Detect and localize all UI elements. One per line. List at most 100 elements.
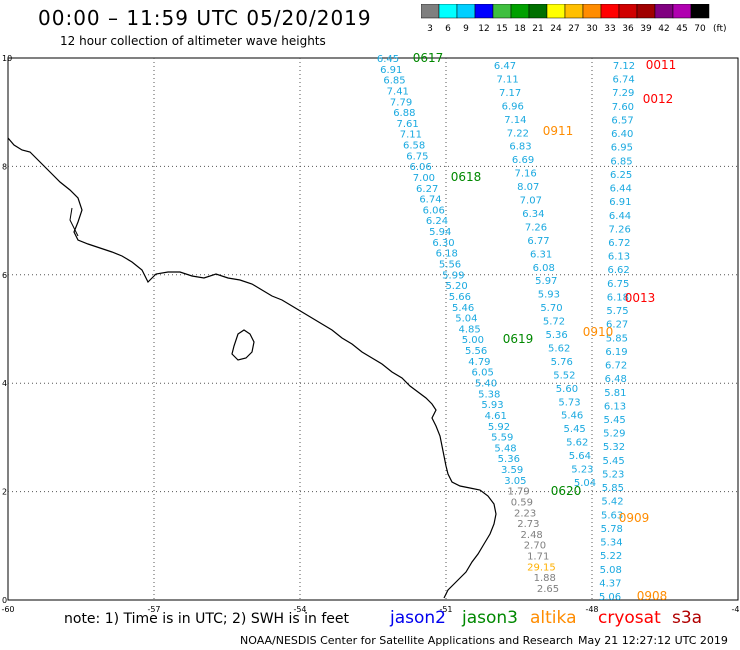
scale-unit: (ft) bbox=[713, 24, 727, 34]
swh-value: 5.59 bbox=[491, 433, 513, 444]
swh-value: 6.74 bbox=[419, 195, 441, 206]
scale-label: 33 bbox=[604, 24, 615, 34]
swh-value: 7.12 bbox=[613, 61, 635, 72]
scale-swatch bbox=[510, 4, 530, 19]
swh-value: 5.36 bbox=[498, 454, 520, 465]
island bbox=[231, 329, 255, 361]
swh-value: 7.22 bbox=[507, 128, 529, 139]
swh-value: 5.34 bbox=[600, 538, 622, 549]
scale-swatch bbox=[672, 4, 692, 19]
swh-value: 6.69 bbox=[512, 155, 534, 166]
time-label: 0909 bbox=[619, 511, 650, 525]
swh-value: 6.91 bbox=[609, 197, 631, 208]
swh-value: 2.73 bbox=[517, 519, 539, 530]
swh-value: 2.23 bbox=[514, 508, 536, 519]
swh-value: 6.25 bbox=[610, 170, 632, 181]
swh-value: 5.93 bbox=[538, 290, 560, 301]
lon-tick-label: -51 bbox=[439, 605, 452, 614]
swh-value: 6.44 bbox=[609, 211, 631, 222]
page-subtitle: 12 hour collection of altimeter wave hei… bbox=[60, 34, 326, 48]
swh-value: 29.15 bbox=[527, 562, 556, 573]
swh-value: 5.56 bbox=[465, 346, 487, 357]
swh-value: 7.14 bbox=[504, 115, 526, 126]
swh-value: 6.27 bbox=[606, 320, 628, 331]
swh-value: 7.26 bbox=[525, 222, 547, 233]
time-label: 0011 bbox=[646, 58, 677, 72]
swh-value: 5.94 bbox=[429, 227, 451, 238]
swh-value: 8.07 bbox=[517, 182, 539, 193]
time-label: 0910 bbox=[583, 325, 614, 339]
track-time-labels: 0617 0618 0619 0620 0911 0910 0909 0908 0011 0012… bbox=[413, 51, 677, 603]
swh-value: 2.48 bbox=[521, 530, 543, 541]
swh-value: 5.70 bbox=[540, 303, 562, 314]
swh-value: 6.18 bbox=[607, 292, 629, 303]
swh-value: 5.32 bbox=[603, 442, 625, 453]
scale-swatch bbox=[438, 4, 458, 19]
swh-value: 6.19 bbox=[605, 347, 627, 358]
swh-value: 5.46 bbox=[452, 303, 474, 314]
scale-label: 30 bbox=[586, 24, 598, 34]
time-label: 0618 bbox=[451, 170, 482, 184]
lat-tick-label: 4 bbox=[2, 379, 7, 388]
swh-value: 4.85 bbox=[458, 324, 480, 335]
axis-tick-labels: -60 -57 -54 -51 -48 -45 0 2 4 6 8 10 bbox=[1, 54, 740, 614]
swh-value: 6.96 bbox=[502, 101, 524, 112]
swh-value: 7.26 bbox=[609, 224, 631, 235]
scale-swatch bbox=[528, 4, 548, 19]
swh-value: 5.93 bbox=[481, 400, 503, 411]
swh-value: 5.06 bbox=[599, 592, 621, 603]
swh-value: 7.11 bbox=[400, 130, 422, 141]
swh-value: 6.06 bbox=[423, 205, 445, 216]
swh-value: 5.29 bbox=[603, 429, 625, 440]
swh-value: 6.47 bbox=[494, 61, 516, 72]
swh-value: 7.11 bbox=[496, 74, 518, 85]
swh-value: 5.45 bbox=[604, 415, 626, 426]
swh-value: 5.97 bbox=[535, 276, 557, 287]
sat-s3a: s3a bbox=[672, 608, 703, 628]
swh-value: 6.74 bbox=[613, 75, 635, 86]
sat-cryosat: cryosat bbox=[598, 608, 661, 628]
swh-value: 7.07 bbox=[520, 196, 542, 207]
swh-value: 7.61 bbox=[396, 119, 418, 130]
swh-value: 1.71 bbox=[527, 552, 549, 563]
color-scale: 3 6 9 12 15 18 21 24 27 30 33 36 39 42 45 70 (ft) bbox=[421, 4, 727, 34]
swh-value: 6.13 bbox=[604, 401, 626, 412]
sat-altika: altika bbox=[530, 608, 577, 628]
swh-value: 7.29 bbox=[612, 88, 634, 99]
scale-swatch bbox=[600, 4, 620, 19]
scale-label: 21 bbox=[532, 24, 543, 34]
swh-value: 6.45 bbox=[377, 54, 399, 65]
swh-value: 6.85 bbox=[610, 156, 632, 167]
time-label: 0620 bbox=[551, 484, 582, 498]
swh-value: 5.66 bbox=[449, 292, 471, 303]
map-note: note: 1) Time is in UTC; 2) SWH is in fe… bbox=[64, 611, 350, 627]
swh-value: 5.81 bbox=[604, 388, 626, 399]
coastline-inlet bbox=[69, 207, 79, 237]
scale-swatch bbox=[618, 4, 638, 19]
scale-label: 27 bbox=[568, 24, 579, 34]
scale-label: 39 bbox=[640, 24, 652, 34]
scale-label: 45 bbox=[676, 24, 687, 34]
swh-value: 5.45 bbox=[564, 424, 586, 435]
lon-tick-label: -54 bbox=[293, 605, 306, 614]
swh-value: 5.42 bbox=[601, 497, 623, 508]
swh-value: 5.00 bbox=[462, 335, 484, 346]
scale-label: 9 bbox=[463, 24, 469, 34]
swh-value: 7.00 bbox=[413, 173, 435, 184]
sat-jason3: jason3 bbox=[462, 608, 518, 628]
swh-value: 1.79 bbox=[507, 487, 529, 498]
scale-label: 18 bbox=[514, 24, 526, 34]
swh-value: 4.79 bbox=[468, 357, 490, 368]
swh-value: 5.22 bbox=[600, 551, 622, 562]
swh-value: 6.27 bbox=[416, 184, 438, 195]
swh-value: 3.59 bbox=[501, 465, 523, 476]
scale-label: 36 bbox=[622, 24, 634, 34]
swh-value: 6.75 bbox=[607, 279, 629, 290]
coastline bbox=[7, 137, 497, 599]
lat-tick-label: 10 bbox=[2, 54, 12, 63]
swh-value: 5.46 bbox=[561, 411, 583, 422]
swh-value: 3.05 bbox=[504, 476, 526, 487]
wave-height-tracks: 6.456.916.857.417.796.887.617.116.586.75… bbox=[377, 54, 635, 603]
swh-value: 6.95 bbox=[611, 143, 633, 154]
time-label: 0012 bbox=[643, 92, 674, 106]
